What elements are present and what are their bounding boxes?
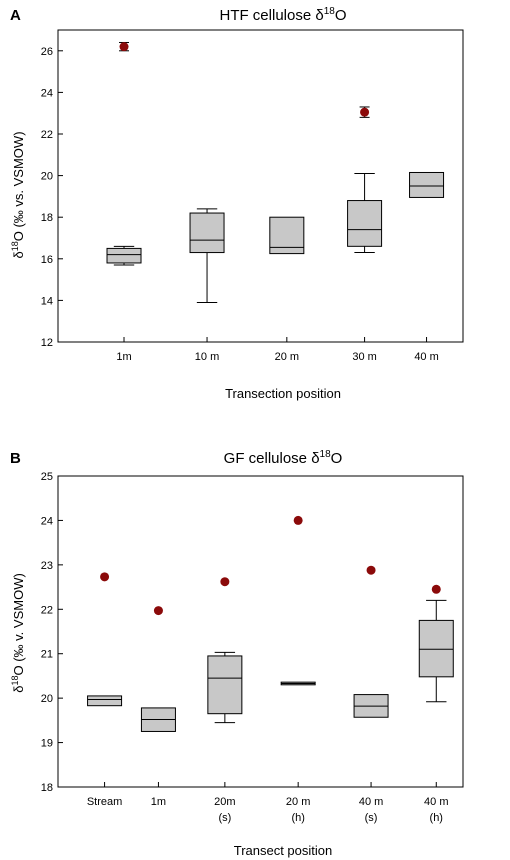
y-tick-label-b: 21 [41,649,53,661]
x-tick-label-b: Stream [87,796,122,808]
y-tick-label-b: 23 [41,560,53,572]
x-tick-label-a: 10 m [195,351,219,363]
x-tick-label-b: 20 m (h) [286,796,310,824]
box [207,655,243,715]
box [418,619,454,678]
y-tick-label-b: 19 [41,738,53,750]
outlier-point [366,565,376,575]
outlier-point [360,107,370,117]
x-axis-label-b: Transect position [234,843,333,858]
box [106,247,142,264]
x-tick-label-b: 40 m (h) [424,796,448,824]
outlier-point [220,577,230,587]
box [347,200,383,247]
x-tick-label-a: 20 m [275,351,299,363]
y-tick-label-b: 22 [41,604,53,616]
box [269,216,305,255]
y-tick-label-a: 12 [41,337,53,349]
box [87,695,123,707]
panel-letter-b: B [10,450,21,467]
panel-b: B GF cellulose δ18O δ18O (‰ v. VSMOW) Tr… [10,449,464,858]
y-tick-label-a: 24 [41,87,53,99]
box [189,212,225,254]
outlier-point [153,606,163,616]
y-axis-label-b: δ18O (‰ v. VSMOW) [10,573,26,693]
y-tick-label-a: 20 [41,171,53,183]
box [409,171,445,198]
x-tick-label-b: 40 m (s) [359,796,383,824]
chart-title-a: HTF cellulose δ18O [219,6,346,24]
panel-a: A HTF cellulose δ18O δ18O (‰ vs. VSMOW) … [10,6,464,401]
x-tick-label-a: 1m [116,351,131,363]
y-tick-label-a: 22 [41,129,53,141]
plot-area-a: 12 14 16 18 20 22 24 26 1m 10 m 20 m 30 m 40 m [41,29,464,363]
plot-frame-a [57,29,464,343]
y-axis-label-a: δ18O (‰ vs. VSMOW) [10,131,26,258]
x-tick-label-b: 1m [151,796,166,808]
plot-area-b: 18 19 20 21 22 23 24 25 Stream 1m 20m (s) 20 m (h) 40 … [41,471,464,824]
y-tick-label-a: 14 [41,295,53,307]
x-tick-label-b: 20m (s) [214,796,235,824]
outlier-point [100,572,110,582]
chart-title-b: GF cellulose δ18O [224,449,343,467]
plot-frame-b [57,475,464,788]
y-tick-label-b: 18 [41,782,53,794]
outlier-point [431,584,441,594]
y-tick-label-a: 18 [41,212,53,224]
y-tick-label-b: 24 [41,515,53,527]
outlier-point [119,42,129,52]
x-tick-label-a: 40 m [414,351,438,363]
outlier-point [293,515,303,525]
y-tick-label-b: 25 [41,471,53,483]
y-tick-label-a: 16 [41,254,53,266]
x-axis-label-a: Transection position [225,386,341,401]
x-tick-label-a: 30 m [352,351,376,363]
panel-letter-a: A [10,7,21,24]
y-tick-label-b: 20 [41,693,53,705]
y-tick-label-a: 26 [41,46,53,58]
